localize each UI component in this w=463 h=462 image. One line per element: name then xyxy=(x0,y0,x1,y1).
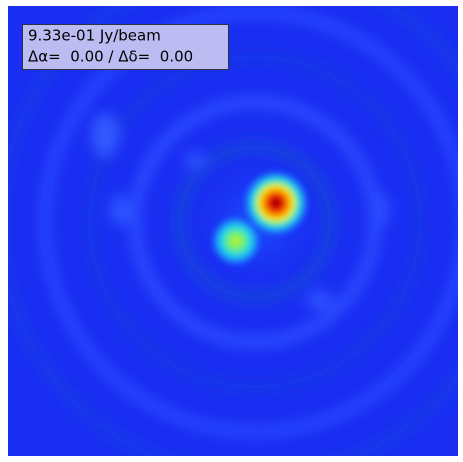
flux-label: 9.33e-01 Jy/beam xyxy=(28,27,161,45)
info-box: 9.33e-01 Jy/beam Δα= 0.00 / Δδ= 0.00 xyxy=(23,25,229,70)
offset-label: Δα= 0.00 / Δδ= 0.00 xyxy=(28,48,193,66)
primary-source xyxy=(242,169,310,237)
page: 9.33e-01 Jy/beam Δα= 0.00 / Δδ= 0.00 (()… xyxy=(0,0,463,462)
image-view: 9.33e-01 Jy/beam Δα= 0.00 / Δδ= 0.00 xyxy=(0,0,463,462)
